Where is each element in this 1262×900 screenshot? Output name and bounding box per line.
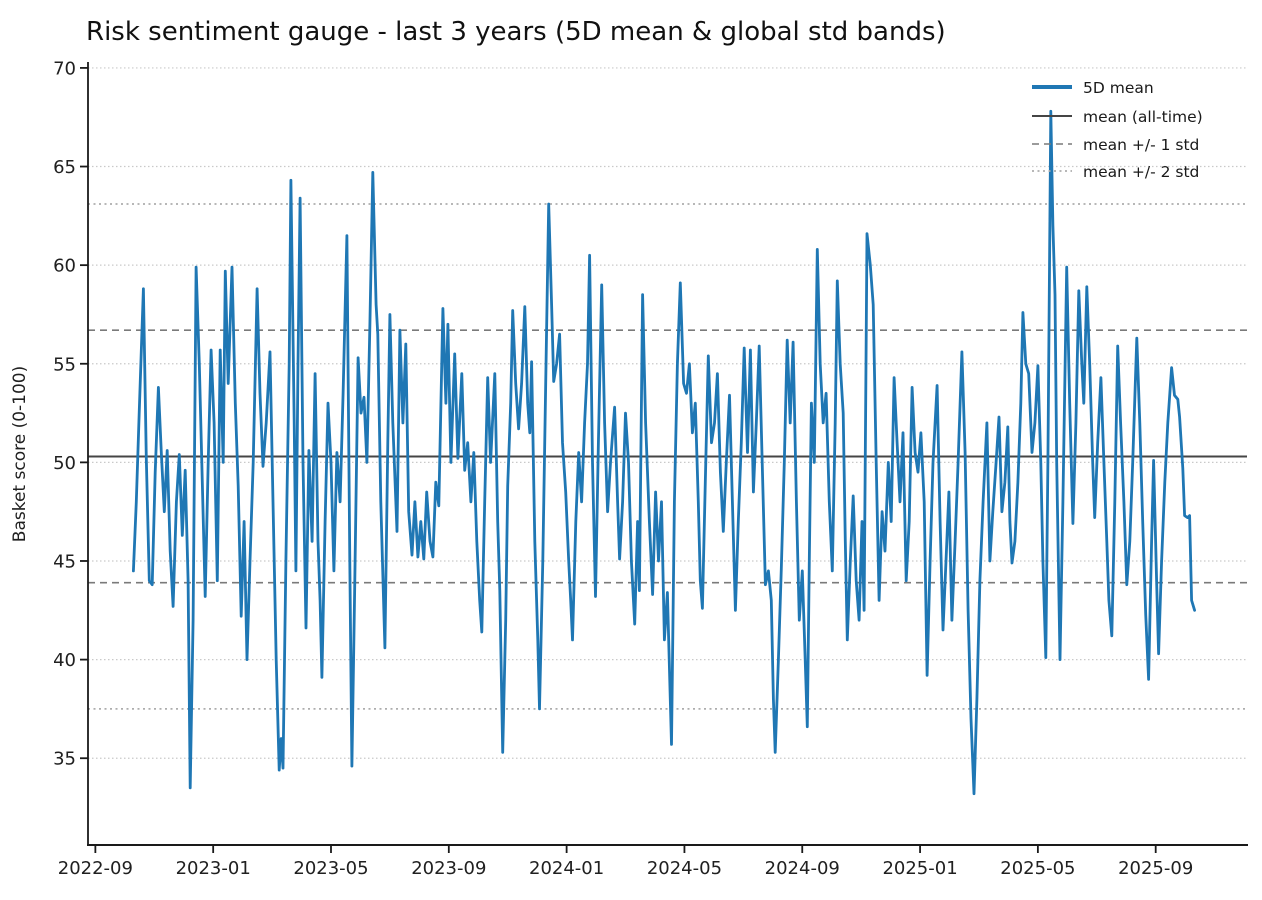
x-tick-label: 2025-05: [1000, 858, 1075, 879]
y-tick-label: 65: [53, 157, 76, 178]
y-axis-label: Basket score (0-100): [10, 366, 30, 542]
x-tick-label: 2025-09: [1118, 858, 1193, 879]
y-tick-label: 40: [53, 650, 76, 671]
x-tick-label: 2023-09: [411, 858, 486, 879]
x-tick-label: 2024-01: [529, 858, 604, 879]
x-tick-label: 2023-01: [176, 858, 251, 879]
series-5d-mean-line: [131, 109, 1196, 796]
y-tick-label: 55: [53, 354, 76, 375]
legend-label: mean (all-time): [1083, 108, 1203, 126]
x-tick-label: 2024-09: [765, 858, 840, 879]
x-tick-label: 2025-01: [882, 858, 957, 879]
x-tick-label: 2023-05: [293, 858, 368, 879]
legend-item-mean-2std: mean +/- 2 std: [1032, 163, 1199, 181]
legend-item-mean-all-time: mean (all-time): [1032, 108, 1203, 126]
chart-title: Risk sentiment gauge - last 3 years (5D …: [86, 17, 946, 47]
y-tick-labels: 35 40 45 50 55 60 65 70: [53, 58, 76, 769]
std-band-lines: [88, 203, 1247, 710]
x-tick-labels: 2022-09 2023-01 2023-05 2023-09 2024-01 2024-…: [58, 858, 1194, 879]
x-tick-label: 2022-09: [58, 858, 133, 879]
legend-label: 5D mean: [1083, 79, 1154, 97]
axes-spines-and-ticks: [80, 62, 1248, 853]
y-tick-label: 35: [53, 749, 76, 770]
legend-item-5d-mean: 5D mean: [1032, 79, 1154, 97]
y-tick-label: 50: [53, 453, 76, 474]
legend: 5D mean mean (all-time) mean +/- 1 std m…: [1032, 79, 1203, 181]
y-tick-label: 60: [53, 256, 76, 277]
legend-label: mean +/- 2 std: [1083, 163, 1199, 181]
legend-label: mean +/- 1 std: [1083, 136, 1199, 154]
legend-item-mean-1std: mean +/- 1 std: [1032, 136, 1199, 154]
x-tick-label: 2024-05: [647, 858, 722, 879]
y-tick-label: 45: [53, 551, 76, 572]
y-tick-label: 70: [53, 58, 76, 79]
